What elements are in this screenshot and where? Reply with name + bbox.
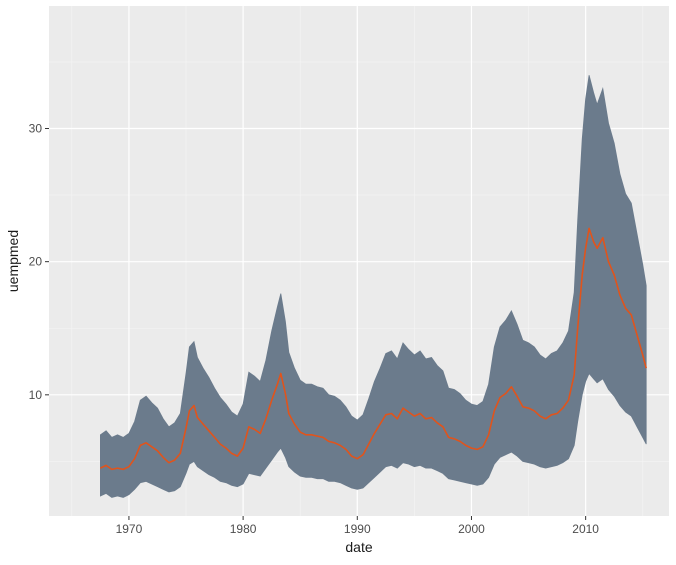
uempmed-line [100, 227, 647, 471]
y-tick-label: 20 [29, 255, 43, 269]
band-layer [100, 75, 647, 498]
x-tick-label: 2000 [458, 522, 485, 536]
x-axis-title: date [345, 539, 372, 555]
y-axis: 10 20 30 [29, 122, 49, 402]
y-tick-label: 30 [29, 122, 43, 136]
x-tick-label: 1970 [116, 522, 143, 536]
x-tick-label: 1990 [344, 522, 371, 536]
line-layer [100, 227, 647, 471]
x-tick-label: 2010 [572, 522, 599, 536]
y-axis-title: uempmed [5, 230, 21, 292]
x-axis: 1970 1980 1990 2000 2010 [116, 516, 599, 536]
uempmed-band [100, 75, 647, 498]
y-tick-label: 10 [29, 388, 43, 402]
x-tick-label: 1980 [230, 522, 257, 536]
